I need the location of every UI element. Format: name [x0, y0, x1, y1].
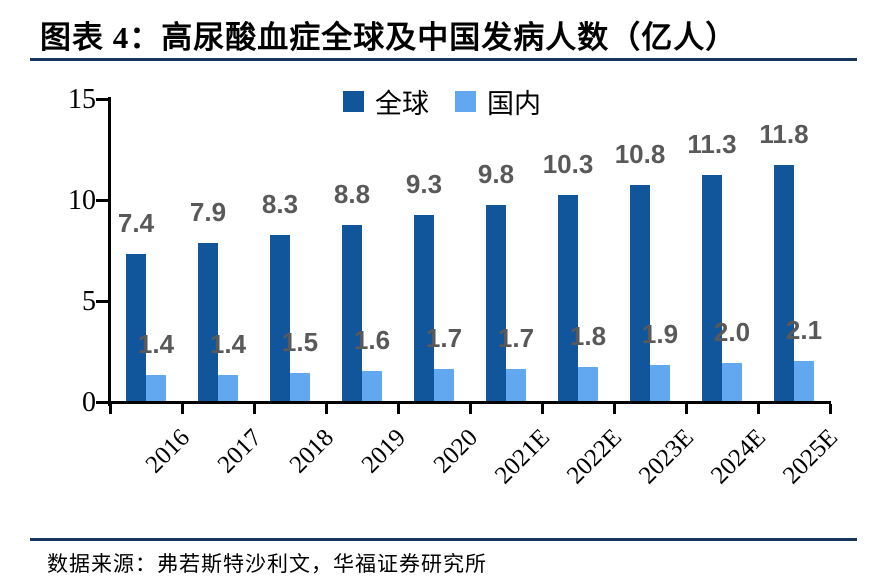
plot-area: 0 5 10 15 2016 7.4 1.4 2017 7.9 1.4 2018 8.3 1.5 2019… [68, 85, 843, 490]
chart-legend: 全球 国内 [343, 82, 541, 121]
bar-value-label: 1.8 [569, 320, 607, 351]
bar-value-label: 1.4 [209, 328, 247, 359]
x-axis-tick [108, 404, 112, 414]
bar-value-label: 8.8 [333, 179, 371, 210]
x-axis-category-label: 2018 [284, 424, 340, 479]
bar-value-label: 1.6 [353, 324, 391, 355]
global-bar [414, 215, 434, 403]
domestic-bar [146, 374, 166, 403]
x-axis-tick [180, 404, 184, 414]
bar-value-label: 2.1 [785, 314, 823, 345]
domestic-bar [362, 370, 382, 403]
legend-item: 国内 [455, 82, 541, 121]
y-axis-tick [96, 300, 109, 303]
bar-value-label: 11.8 [759, 118, 809, 149]
y-axis-tick [96, 199, 109, 202]
domestic-bar [434, 368, 454, 403]
global-bar [630, 184, 650, 403]
x-axis-category-label: 2017 [212, 424, 268, 479]
legend-swatch [343, 91, 364, 112]
global-bar [558, 194, 578, 403]
domestic-bar [578, 366, 598, 403]
x-axis-tick [612, 404, 616, 414]
bar-value-label: 8.3 [261, 189, 299, 220]
global-bar [486, 205, 506, 403]
bar-value-label: 7.4 [117, 207, 155, 238]
global-bar [270, 235, 290, 403]
x-axis-tick [324, 404, 328, 414]
bar-value-label: 1.4 [137, 328, 175, 359]
x-axis-category-label: 2025E [777, 424, 844, 490]
x-axis-tick [756, 404, 760, 414]
bar-value-label: 10.8 [614, 138, 666, 169]
bar-value-label: 10.3 [542, 148, 594, 179]
x-axis-category-label: 2016 [140, 424, 196, 479]
domestic-bar [218, 374, 238, 403]
x-axis-tick [684, 404, 688, 414]
global-bar [126, 253, 146, 403]
x-axis-category-label: 2020 [428, 424, 484, 479]
x-axis-tick [828, 404, 832, 414]
x-axis-category-label: 2024E [705, 424, 772, 490]
x-axis-tick [540, 404, 544, 414]
x-axis-tick [396, 404, 400, 414]
bar-value-label: 1.9 [641, 318, 679, 349]
bar-value-label: 1.5 [281, 326, 319, 357]
global-bar [342, 225, 362, 403]
bar-value-label: 11.3 [687, 128, 737, 159]
global-bar [774, 164, 794, 403]
y-axis-tick-label: 0 [82, 387, 96, 418]
x-axis-category-label: 2022E [561, 424, 628, 490]
x-axis-category-label: 2021E [489, 424, 556, 490]
bar-value-label: 1.7 [497, 322, 535, 353]
bar-value-label: 1.7 [425, 322, 463, 353]
x-axis-category-label: 2023E [633, 424, 700, 490]
footer-divider [30, 538, 857, 541]
bar-value-label: 9.3 [405, 169, 443, 200]
figure-title: 图表 4：高尿酸血症全球及中国发病人数（亿人） [40, 20, 738, 55]
legend-swatch [455, 91, 476, 112]
domestic-bar [290, 372, 310, 403]
legend-series-name: 国内 [487, 89, 541, 119]
y-axis-tick [96, 401, 109, 404]
legend-item: 全球 [343, 82, 429, 121]
title-divider [30, 58, 857, 61]
data-source-text: 数据来源：弗若斯特沙利文，华福证券研究所 [47, 552, 487, 576]
bar-value-label: 2.0 [713, 316, 751, 347]
x-axis-tick [252, 404, 256, 414]
x-axis-tick [468, 404, 472, 414]
global-bar [702, 174, 722, 403]
bar-value-label: 7.9 [189, 197, 227, 228]
domestic-bar [650, 364, 670, 403]
domestic-bar [722, 362, 742, 403]
y-axis-tick [96, 98, 109, 101]
bar-value-label: 9.8 [477, 159, 515, 190]
x-axis-category-label: 2019 [356, 424, 412, 479]
legend-series-name: 全球 [375, 89, 429, 119]
y-axis-line [108, 97, 111, 406]
y-axis-tick-label: 10 [68, 185, 96, 216]
y-axis-tick-label: 15 [68, 84, 96, 115]
x-axis-line [108, 401, 831, 404]
global-bar [198, 243, 218, 403]
domestic-bar [794, 360, 814, 403]
domestic-bar [506, 368, 526, 403]
y-axis-tick-label: 5 [82, 286, 96, 317]
